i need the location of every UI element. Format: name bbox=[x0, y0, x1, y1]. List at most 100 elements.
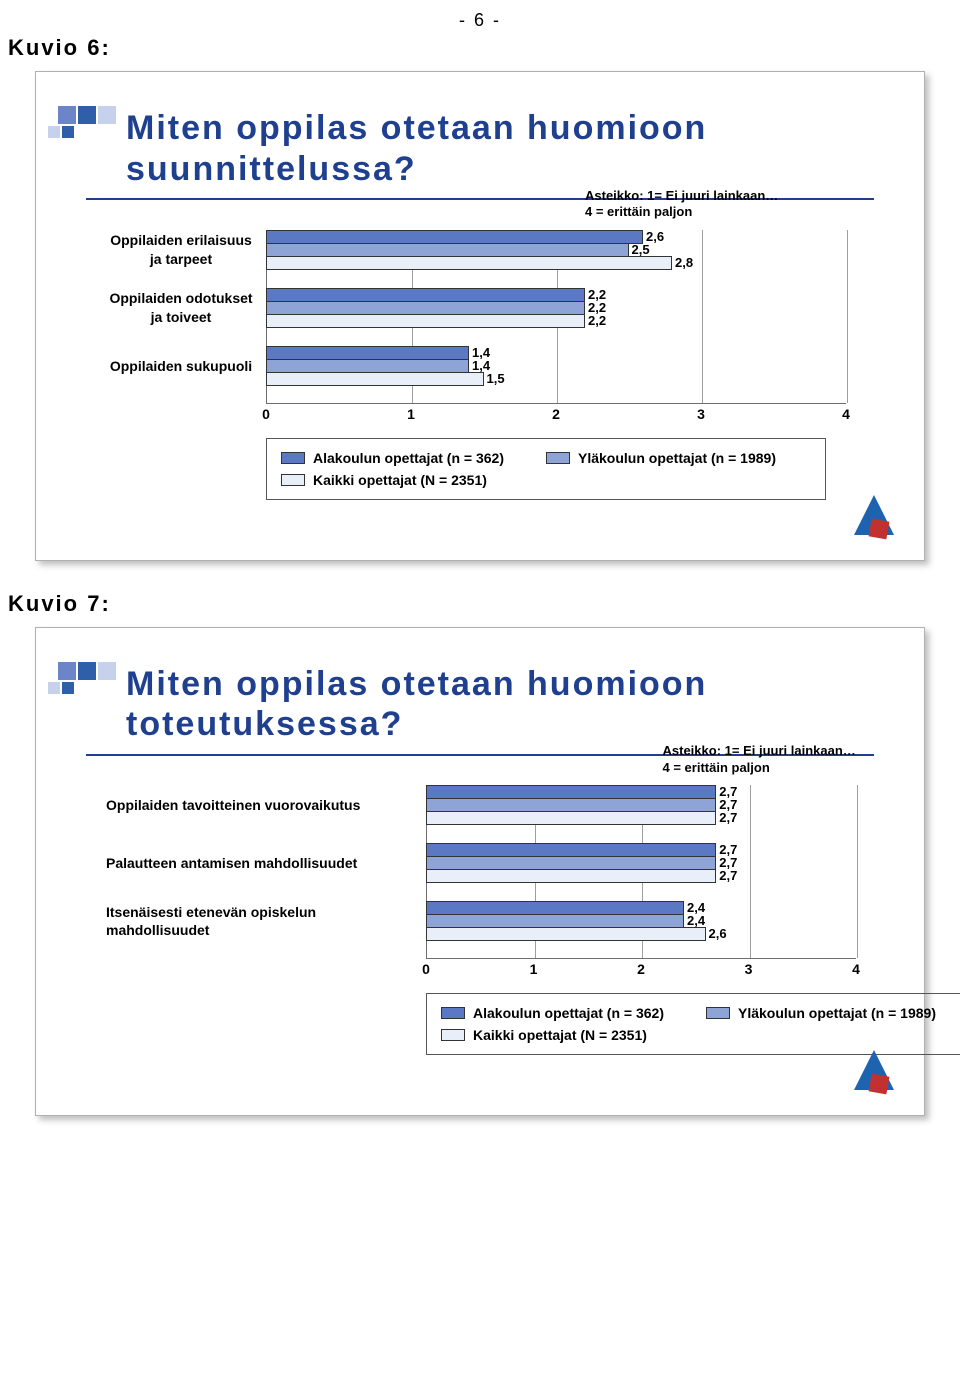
category-row: Oppilaiden tavoitteinen vuorovaikutus2,7… bbox=[106, 785, 894, 825]
scale-line2: 4 = erittäin paljon bbox=[585, 204, 692, 219]
category-row: Oppilaiden odotukset ja toiveet2,22,22,2 bbox=[106, 288, 894, 328]
bars-group: 2,22,22,2 bbox=[266, 288, 846, 328]
bar: 2,2 bbox=[266, 301, 585, 315]
legend-item: Kaikki opettajat (N = 2351) bbox=[441, 1027, 706, 1043]
bar-value: 1,5 bbox=[483, 371, 505, 386]
x-tick: 2 bbox=[637, 961, 645, 977]
bar-value: 2,6 bbox=[705, 926, 727, 941]
x-tick: 1 bbox=[407, 406, 415, 422]
bar: 2,6 bbox=[266, 230, 643, 244]
bar: 2,2 bbox=[266, 314, 585, 328]
bar: 2,7 bbox=[426, 856, 716, 870]
x-axis-ticks: 01234 bbox=[426, 959, 856, 979]
bar: 2,6 bbox=[426, 927, 706, 941]
x-tick: 3 bbox=[697, 406, 705, 422]
bars-group: 1,41,41,5 bbox=[266, 346, 846, 386]
legend: Alakoulun opettajat (n = 362) Yläkoulun o… bbox=[266, 438, 826, 500]
legend-item: Yläkoulun opettajat (n = 1989) bbox=[546, 450, 811, 466]
category-label: Oppilaiden odotukset ja toiveet bbox=[106, 289, 266, 325]
legend-item: Kaikki opettajat (N = 2351) bbox=[281, 472, 546, 488]
legend-swatch-icon bbox=[706, 1007, 730, 1019]
bar: 2,7 bbox=[426, 811, 716, 825]
legend-label: Alakoulun opettajat (n = 362) bbox=[473, 1005, 664, 1021]
figure7-title-wrap: Miten oppilas otetaan huomioon toteutuks… bbox=[86, 664, 894, 746]
x-tick: 4 bbox=[852, 961, 860, 977]
bar: 2,8 bbox=[266, 256, 672, 270]
bar: 2,4 bbox=[426, 914, 684, 928]
scale-note: Asteikko: 1= Ei juuri lainkaan…4 = eritt… bbox=[585, 188, 778, 222]
x-tick: 4 bbox=[842, 406, 850, 422]
legend-label: Alakoulun opettajat (n = 362) bbox=[313, 450, 504, 466]
x-tick: 2 bbox=[552, 406, 560, 422]
category-label: Palautteen antamisen mahdollisuudet bbox=[106, 854, 426, 872]
bar: 1,4 bbox=[266, 346, 469, 360]
legend-swatch-icon bbox=[546, 452, 570, 464]
legend-item: Alakoulun opettajat (n = 362) bbox=[281, 450, 546, 466]
figure6-slide: Miten oppilas otetaan huomioon suunnitte… bbox=[35, 71, 925, 561]
figure6-title-wrap: Miten oppilas otetaan huomioon suunnitte… bbox=[86, 108, 894, 190]
bar: 2,2 bbox=[266, 288, 585, 302]
legend-swatch-icon bbox=[281, 452, 305, 464]
category-row: Oppilaiden erilaisuus ja tarpeet2,62,52,… bbox=[106, 230, 894, 270]
legend-label: Yläkoulun opettajat (n = 1989) bbox=[578, 450, 776, 466]
legend-item: Yläkoulun opettajat (n = 1989) bbox=[706, 1005, 960, 1021]
category-label: Oppilaiden sukupuoli bbox=[106, 357, 266, 375]
bar: 2,5 bbox=[266, 243, 629, 257]
bars-group: 2,72,72,7 bbox=[426, 785, 856, 825]
bar: 1,4 bbox=[266, 359, 469, 373]
legend-label: Yläkoulun opettajat (n = 1989) bbox=[738, 1005, 936, 1021]
x-tick: 0 bbox=[422, 961, 430, 977]
x-tick: 1 bbox=[530, 961, 538, 977]
category-label: Oppilaiden tavoitteinen vuorovaikutus bbox=[106, 796, 426, 814]
bar: 2,7 bbox=[426, 869, 716, 883]
category-row: Oppilaiden sukupuoli1,41,41,5 bbox=[106, 346, 894, 386]
bar: 2,4 bbox=[426, 901, 684, 915]
grid-line bbox=[847, 230, 848, 403]
scale-line1: Asteikko: 1= Ei juuri lainkaan… bbox=[663, 743, 856, 758]
legend-swatch-icon bbox=[441, 1029, 465, 1041]
legend-swatch-icon bbox=[281, 474, 305, 486]
category-label: Oppilaiden erilaisuus ja tarpeet bbox=[106, 231, 266, 267]
bar-value: 2,7 bbox=[715, 810, 737, 825]
figure7-label: Kuvio 7: bbox=[8, 591, 960, 617]
figure6-chart: Asteikko: 1= Ei juuri lainkaan…4 = eritt… bbox=[106, 230, 894, 500]
title-decor-icon bbox=[46, 658, 136, 718]
bar: 2,7 bbox=[426, 843, 716, 857]
bars-group: 2,42,42,6 bbox=[426, 901, 856, 941]
page-number: - 6 - bbox=[0, 10, 960, 31]
title-line1: Miten oppilas otetaan huomioon bbox=[126, 109, 707, 147]
bar: 1,5 bbox=[266, 372, 484, 386]
title-decor-icon bbox=[46, 102, 136, 162]
bar: 2,7 bbox=[426, 798, 716, 812]
bars-group: 2,72,72,7 bbox=[426, 843, 856, 883]
scale-line1: Asteikko: 1= Ei juuri lainkaan… bbox=[585, 188, 778, 203]
x-tick: 0 bbox=[262, 406, 270, 422]
grid-line bbox=[857, 785, 858, 958]
x-tick: 3 bbox=[745, 961, 753, 977]
bar-value: 2,8 bbox=[671, 255, 693, 270]
legend-item: Alakoulun opettajat (n = 362) bbox=[441, 1005, 706, 1021]
bars-group: 2,62,52,8 bbox=[266, 230, 846, 270]
figure7-chart: Asteikko: 1= Ei juuri lainkaan…4 = eritt… bbox=[106, 785, 894, 1055]
figure6-title: Miten oppilas otetaan huomioon suunnitte… bbox=[126, 108, 894, 190]
figure7-slide: Miten oppilas otetaan huomioon toteutuks… bbox=[35, 627, 925, 1117]
figure7-title: Miten oppilas otetaan huomioon toteutuks… bbox=[126, 664, 894, 746]
title-line2: suunnittelussa? bbox=[126, 150, 417, 188]
x-axis-ticks: 01234 bbox=[266, 404, 846, 424]
bar-value: 2,5 bbox=[628, 242, 650, 257]
bar: 2,7 bbox=[426, 785, 716, 799]
legend-label: Kaikki opettajat (N = 2351) bbox=[473, 1027, 647, 1043]
title-line2: toteutuksessa? bbox=[126, 705, 403, 743]
bar-value: 2,7 bbox=[715, 868, 737, 883]
category-label: Itsenäisesti etenevän opiskelun mahdolli… bbox=[106, 903, 426, 939]
title-line1: Miten oppilas otetaan huomioon bbox=[126, 665, 707, 703]
category-row: Itsenäisesti etenevän opiskelun mahdolli… bbox=[106, 901, 894, 941]
legend-label: Kaikki opettajat (N = 2351) bbox=[313, 472, 487, 488]
category-row: Palautteen antamisen mahdollisuudet2,72,… bbox=[106, 843, 894, 883]
scale-note: Asteikko: 1= Ei juuri lainkaan… 4 = eritt… bbox=[663, 743, 856, 777]
bar-value: 2,2 bbox=[584, 313, 606, 328]
scale-line2: 4 = erittäin paljon bbox=[663, 760, 770, 775]
bar-value: 2,4 bbox=[683, 913, 705, 928]
corner-decor-icon bbox=[834, 490, 894, 550]
corner-decor-icon bbox=[834, 1045, 894, 1105]
